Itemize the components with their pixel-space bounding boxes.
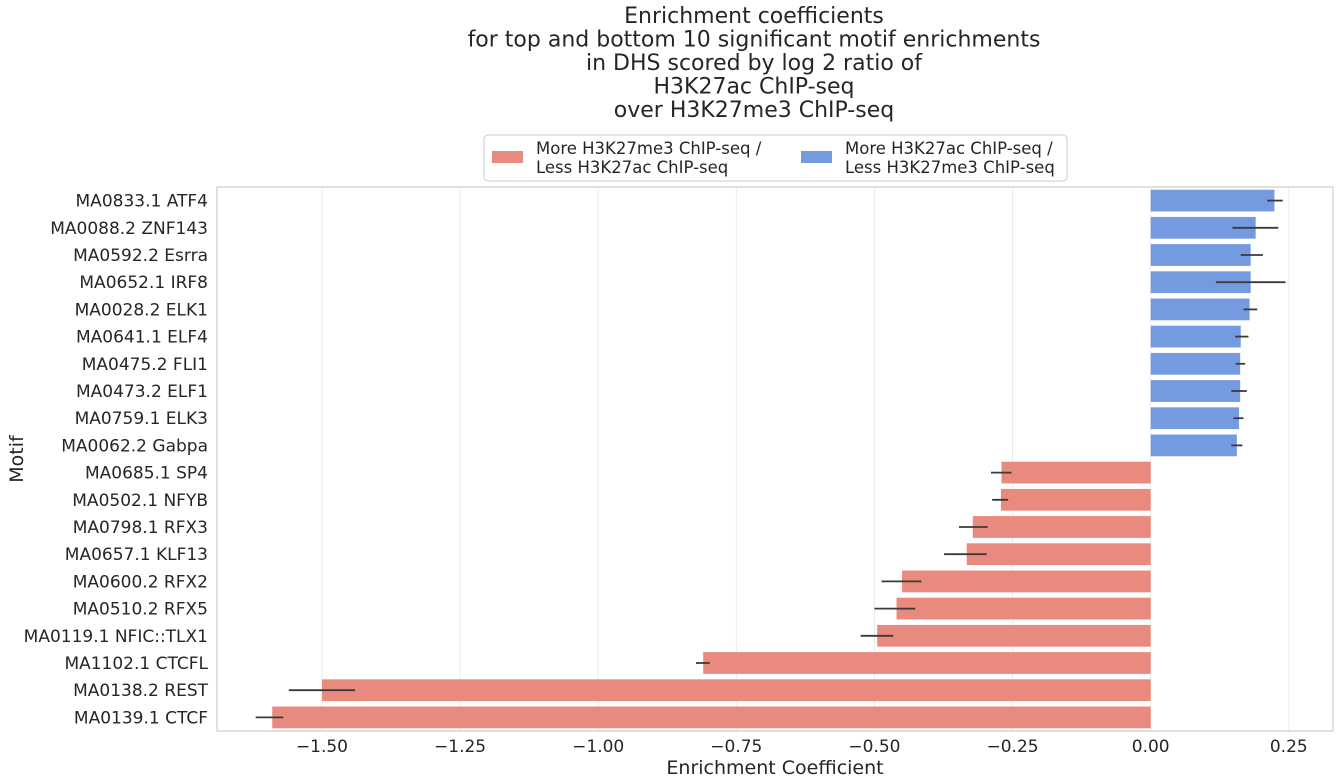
bar bbox=[1150, 271, 1251, 294]
bar bbox=[972, 516, 1151, 538]
y-tick-label: MA0475.2 FLI1 bbox=[82, 355, 208, 375]
y-tick-label: MA0833.1 ATF4 bbox=[76, 192, 208, 212]
bar bbox=[1150, 380, 1241, 402]
title-line: H3K27ac ChIP-seq bbox=[653, 75, 854, 100]
y-tick-label: MA0062.2 Gabpa bbox=[61, 436, 208, 456]
y-tick-label: MA0138.2 REST bbox=[73, 681, 209, 701]
title-line: Enrichment coefficients bbox=[624, 4, 884, 29]
y-axis-label: Motif bbox=[6, 434, 28, 483]
y-tick-label: MA0600.2 RFX2 bbox=[73, 572, 208, 592]
y-tick-label: MA0641.1 ELF4 bbox=[76, 328, 208, 348]
legend-label: More H3K27me3 ChIP-seq / bbox=[536, 139, 762, 158]
title-line: for top and bottom 10 significant motif … bbox=[468, 28, 1041, 53]
y-tick-label: MA0685.1 SP4 bbox=[85, 464, 208, 484]
bar bbox=[321, 679, 1151, 702]
legend-swatch bbox=[492, 151, 523, 163]
y-tick-label: MA0652.1 IRF8 bbox=[79, 273, 208, 293]
bar bbox=[1150, 298, 1250, 321]
legend-label: More H3K27ac ChIP-seq / bbox=[845, 139, 1053, 158]
bar bbox=[1001, 461, 1151, 484]
y-tick-label: MA0119.1 NFIC::TLX1 bbox=[24, 627, 208, 647]
bar bbox=[902, 570, 1151, 593]
y-tick-label: MA0657.1 KLF13 bbox=[65, 545, 208, 565]
x-tick-label: −1.25 bbox=[434, 737, 486, 757]
y-tick-label: MA0473.2 ELF1 bbox=[76, 382, 208, 402]
bar bbox=[1150, 244, 1251, 266]
grid-lines bbox=[321, 187, 1290, 731]
y-tick-label: MA0592.2 Esrra bbox=[73, 246, 208, 266]
legend-swatch bbox=[801, 151, 832, 163]
title-line: in DHS scored by log 2 ratio of bbox=[586, 51, 923, 76]
y-tick-labels: MA0833.1 ATF4 MA0088.2 ZNF143 MA0592.2 Esr… bbox=[24, 192, 209, 729]
legend-label: Less H3K27me3 ChIP-seq bbox=[845, 158, 1055, 177]
bar bbox=[1150, 352, 1241, 375]
bar bbox=[703, 652, 1151, 674]
bar bbox=[1000, 488, 1151, 511]
legend: More H3K27me3 ChIP-seq / Less H3K27ac Ch… bbox=[483, 134, 1068, 182]
bar bbox=[896, 597, 1151, 620]
x-tick-label: −1.50 bbox=[296, 737, 348, 757]
y-tick-label: MA0088.2 ZNF143 bbox=[50, 219, 208, 239]
y-tick-label: MA0759.1 ELK3 bbox=[75, 409, 208, 429]
bar bbox=[877, 624, 1151, 647]
bar bbox=[966, 543, 1151, 566]
y-tick-label: MA0510.2 RFX5 bbox=[73, 600, 208, 620]
x-tick-label: 0.00 bbox=[1132, 737, 1170, 757]
bar bbox=[1150, 216, 1256, 239]
bars bbox=[272, 189, 1275, 729]
legend-box bbox=[483, 134, 1068, 182]
y-tick-label: MA0028.2 ELK1 bbox=[75, 300, 208, 320]
legend-label: Less H3K27ac ChIP-seq bbox=[536, 158, 728, 177]
x-tick-label: −0.50 bbox=[848, 737, 900, 757]
bar bbox=[1150, 407, 1240, 430]
y-tick-label: MA0798.1 RFX3 bbox=[73, 518, 208, 538]
y-tick-label: MA0139.1 CTCF bbox=[74, 708, 208, 728]
title-line: over H3K27me3 ChIP-seq bbox=[614, 98, 894, 123]
x-axis-label: Enrichment Coefficient bbox=[666, 757, 883, 779]
x-tick-label: −0.25 bbox=[987, 737, 1039, 757]
plot-frame bbox=[216, 186, 1334, 732]
x-tick-label: 0.25 bbox=[1270, 737, 1308, 757]
y-tick-label: MA1102.1 CTCFL bbox=[64, 654, 208, 674]
x-tick-labels: −1.50 −1.25 −1.00 −0.75 −0.50 −0.25 0.00 0.25 bbox=[296, 737, 1308, 757]
x-tick-label: −0.75 bbox=[710, 737, 762, 757]
bar bbox=[1150, 434, 1237, 457]
x-tick-label: −1.00 bbox=[572, 737, 624, 757]
bar bbox=[1150, 325, 1241, 348]
bar bbox=[272, 706, 1151, 729]
y-tick-label: MA0502.1 NFYB bbox=[72, 491, 208, 511]
bar bbox=[1150, 189, 1275, 212]
error-bars bbox=[255, 199, 1286, 719]
